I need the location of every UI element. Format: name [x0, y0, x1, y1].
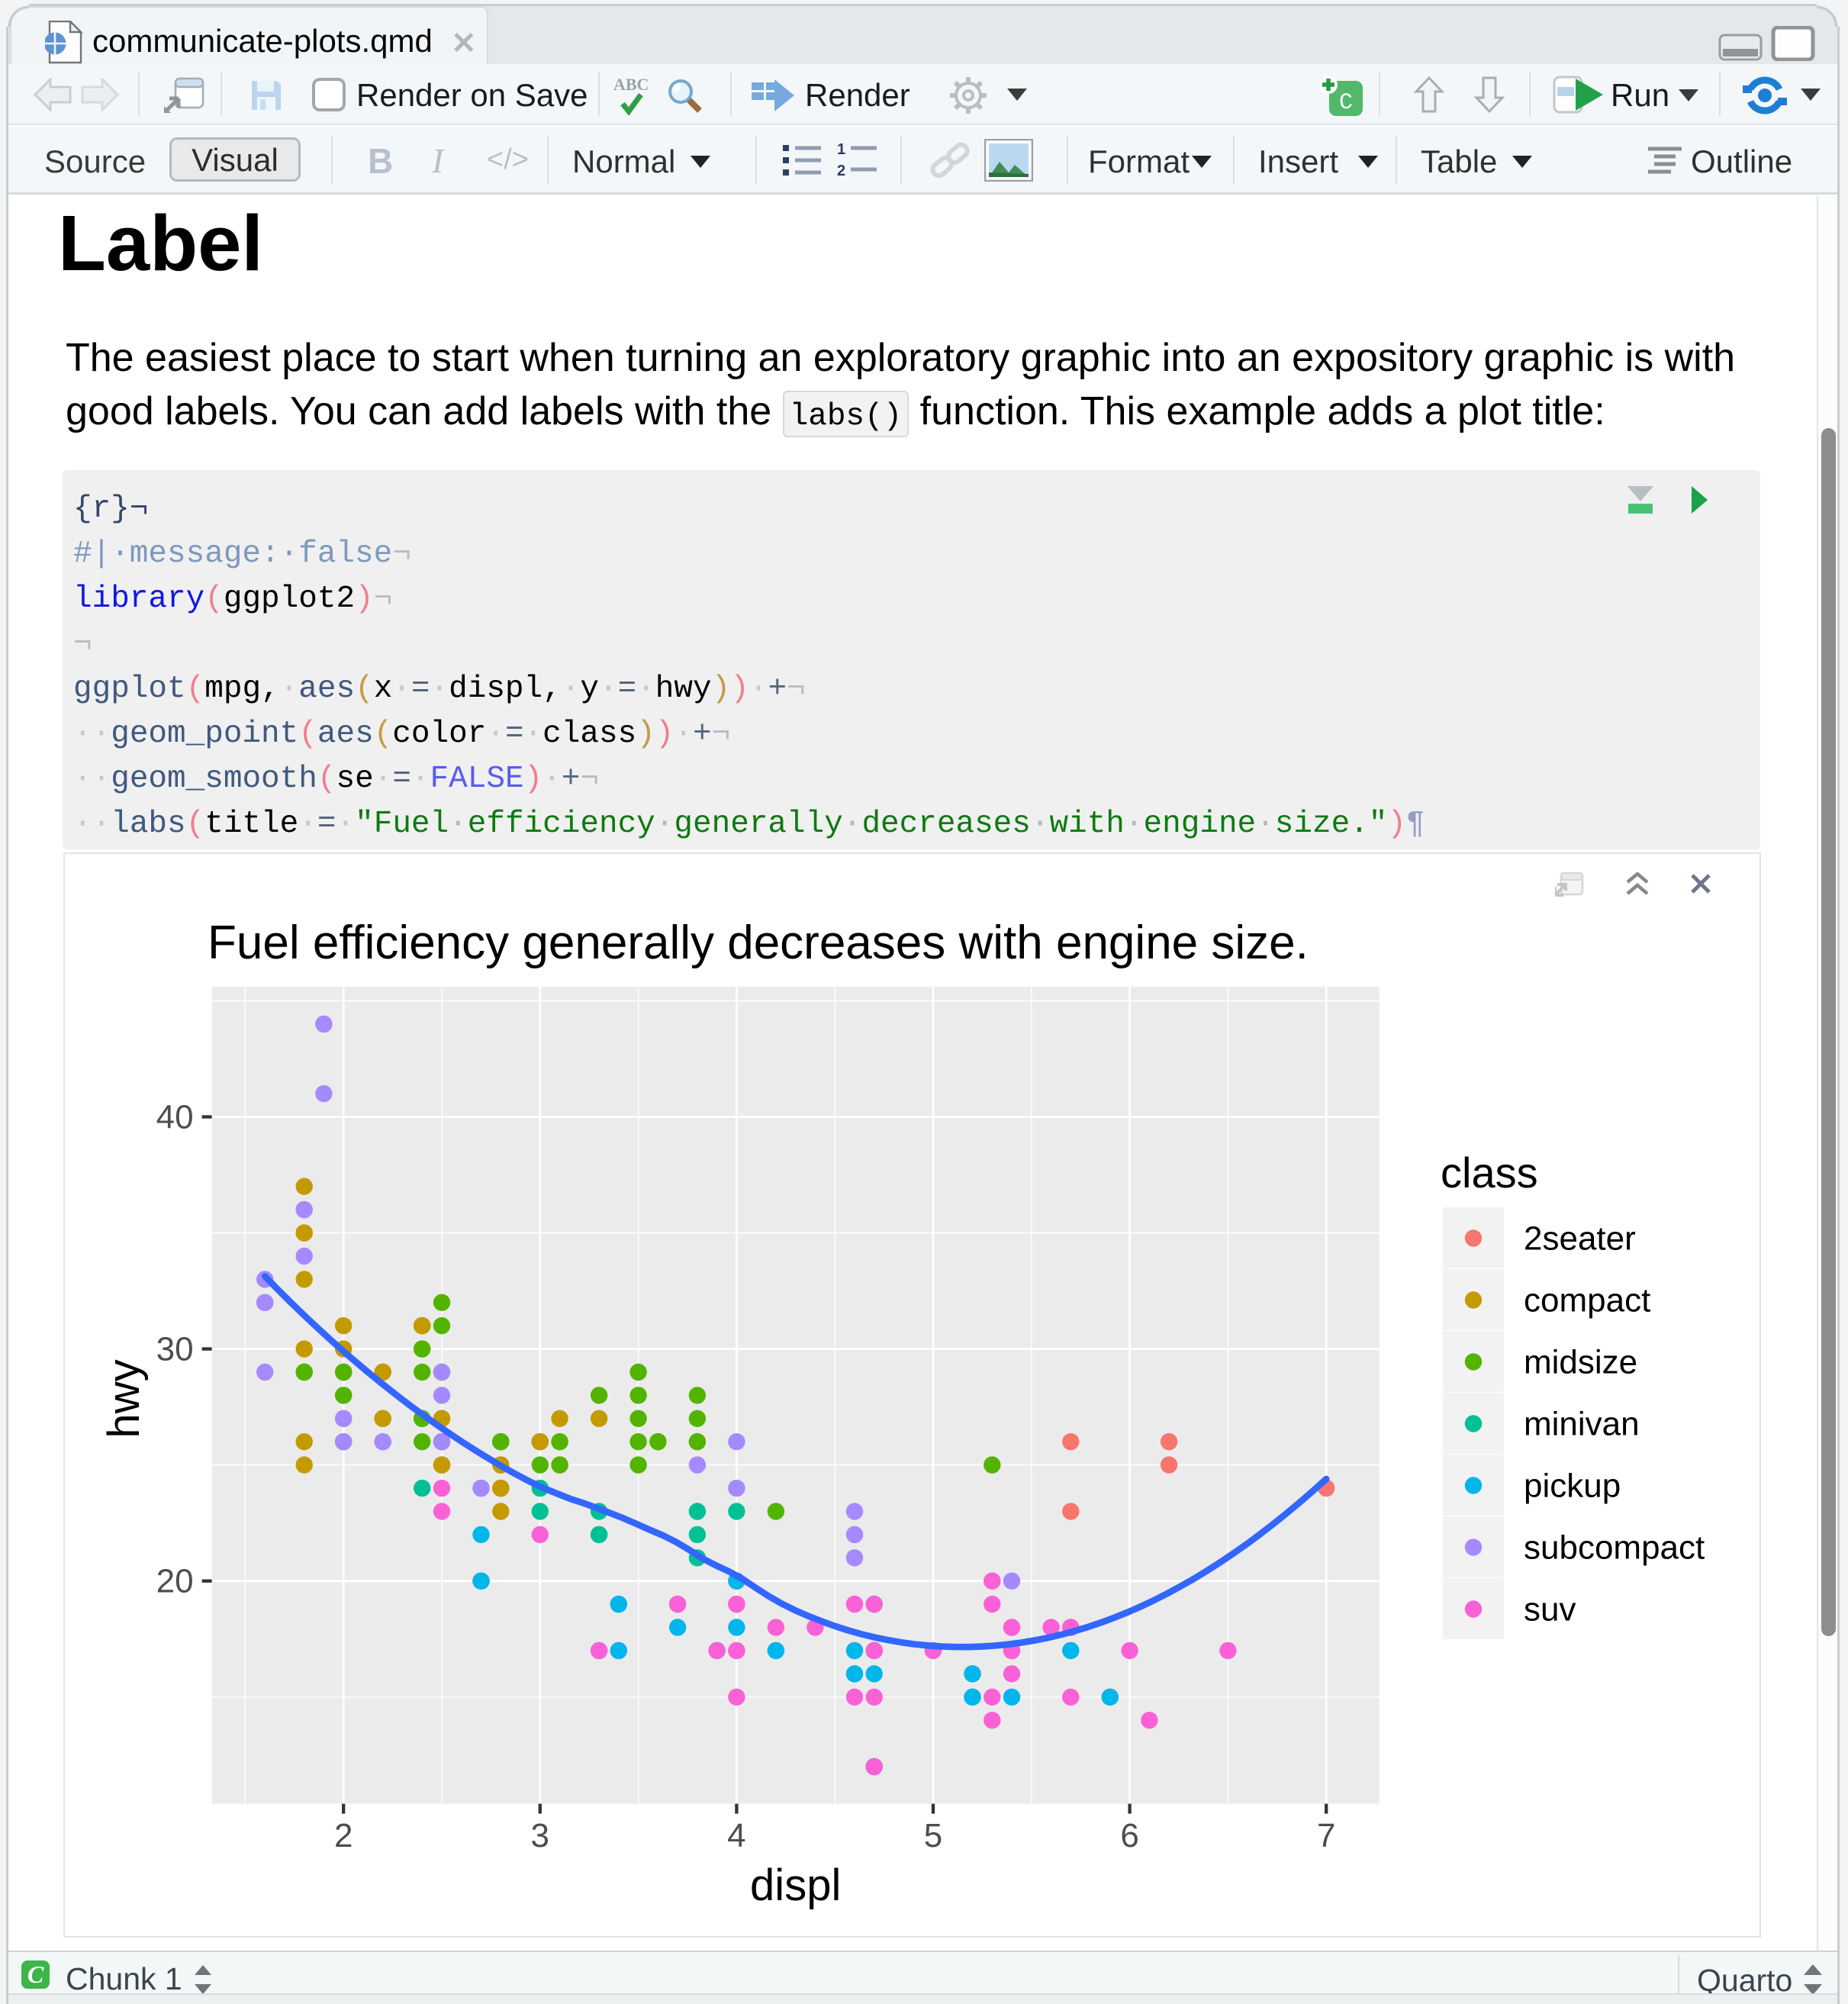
svg-text:1: 1: [837, 142, 845, 158]
svg-text:suv: suv: [1524, 1591, 1576, 1629]
svg-text:40: 40: [156, 1099, 194, 1136]
svg-text:7: 7: [1317, 1817, 1335, 1854]
svg-text:subcompact: subcompact: [1524, 1529, 1705, 1567]
svg-text:displ: displ: [750, 1861, 841, 1910]
svg-text:5: 5: [924, 1817, 942, 1854]
svg-text:6: 6: [1120, 1817, 1138, 1854]
svg-text:hwy: hwy: [99, 1359, 149, 1438]
svg-text:4: 4: [727, 1817, 745, 1854]
svg-text:30: 30: [156, 1331, 194, 1368]
svg-text:pickup: pickup: [1524, 1468, 1621, 1505]
svg-text:20: 20: [156, 1563, 194, 1600]
svg-text:Fuel efficiency generally decr: Fuel efficiency generally decreases with…: [208, 917, 1309, 969]
svg-text:midsize: midsize: [1524, 1344, 1637, 1381]
svg-text:3: 3: [531, 1817, 549, 1854]
svg-text:2seater: 2seater: [1524, 1220, 1636, 1258]
svg-text:ABC: ABC: [613, 75, 649, 94]
svg-text:2: 2: [837, 163, 845, 179]
svg-text:compact: compact: [1524, 1282, 1650, 1319]
svg-text:2: 2: [334, 1817, 353, 1854]
svg-text:C: C: [1339, 90, 1353, 116]
svg-text:minivan: minivan: [1524, 1406, 1640, 1443]
svg-text:class: class: [1441, 1149, 1538, 1197]
